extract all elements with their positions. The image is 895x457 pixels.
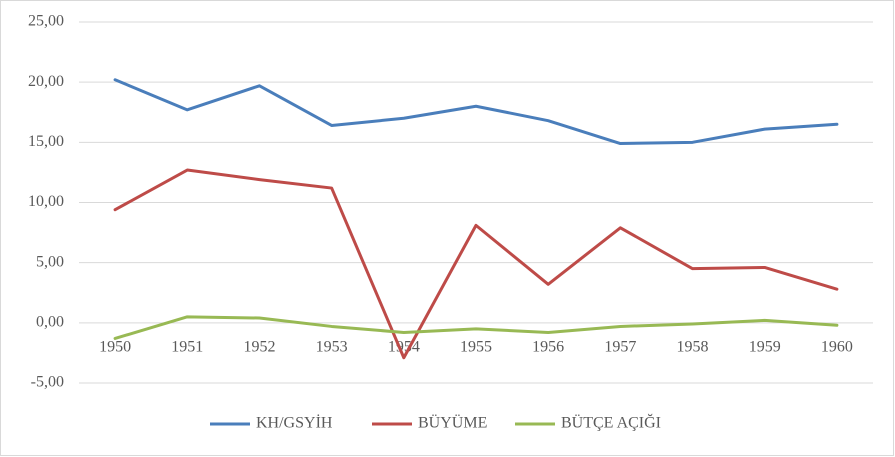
x-tick-label: 1951 xyxy=(171,339,203,356)
x-tick-label: 1959 xyxy=(749,339,781,356)
x-tick-label: 1956 xyxy=(532,339,564,356)
series-line xyxy=(113,315,839,340)
y-tick-label: 10,00 xyxy=(28,193,64,210)
series-line xyxy=(113,78,839,146)
y-tick-label: -5,00 xyxy=(31,374,64,391)
legend-label: BÜTÇE AÇIĞI xyxy=(561,413,661,432)
x-tick-label: 1954 xyxy=(388,339,420,356)
y-tick-label: 15,00 xyxy=(28,133,64,150)
x-tick-label: 1957 xyxy=(604,339,636,356)
y-tick-label: 20,00 xyxy=(28,73,64,90)
y-tick-label: 25,00 xyxy=(28,13,64,30)
series-line xyxy=(113,168,839,360)
x-tick-label: 1955 xyxy=(460,339,492,356)
x-tick-label: 1950 xyxy=(99,339,131,356)
x-tick-label: 1953 xyxy=(316,339,348,356)
x-tick-label: 1960 xyxy=(821,339,853,356)
legend-label: KH/GSYİH xyxy=(256,414,333,432)
y-tick-label: 0,00 xyxy=(36,314,64,331)
y-tick-label: 5,00 xyxy=(36,253,64,270)
legend-label: BÜYÜME xyxy=(418,414,487,432)
x-tick-label: 1952 xyxy=(243,339,275,356)
x-tick-label: 1958 xyxy=(677,339,709,356)
